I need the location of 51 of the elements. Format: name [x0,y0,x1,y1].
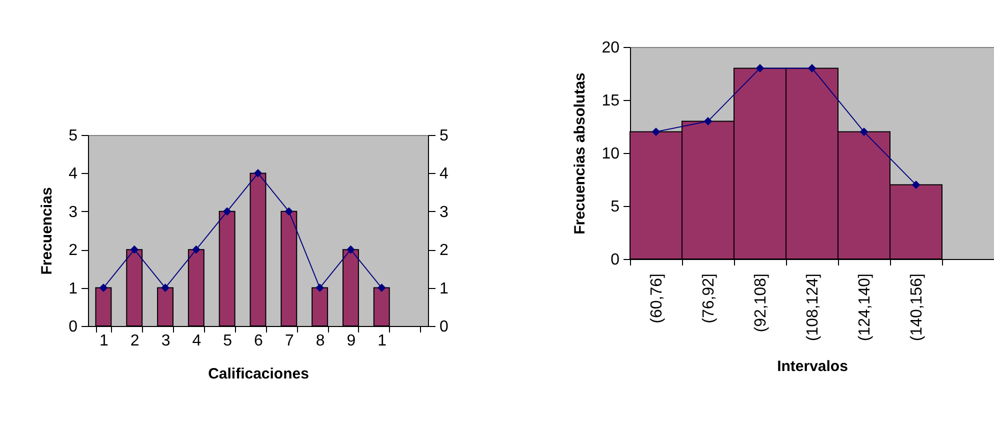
x-axis-title: Calificaciones [208,366,309,382]
point [192,245,200,254]
y-tick-label: 0 [68,318,78,336]
point [377,284,386,292]
point [222,207,232,216]
x-tick-label: 1 [100,332,108,350]
x-tick-label: 8 [316,332,325,350]
y-tick-label: 10 [602,146,620,162]
y2-tick-label: 4 [440,166,448,183]
y-tick-label: 0 [610,252,620,268]
y-tick-label: 15 [602,92,620,110]
x-tick-label: 9 [346,332,356,350]
x-tick-label: 1 [378,332,387,350]
point [254,169,262,178]
x-tick-label: 7 [284,332,294,350]
y-axis-title: Frecuencias absolutas [572,72,589,234]
point [161,284,170,292]
x-tick-label: (92,108] [752,274,770,332]
y2-tick-label: 3 [440,204,448,221]
x-axis-title: Intervalos [777,358,848,376]
x-tick-label: 3 [161,332,170,350]
x-tick-label: 6 [254,332,264,350]
y2-tick-label: 5 [440,128,448,144]
point [756,64,764,72]
y2-tick-label: 0 [440,318,448,336]
point [860,128,868,136]
point [99,284,108,292]
y2-tick-label: 2 [440,242,448,260]
x-tick-label: 5 [223,332,232,350]
y-tick-label: 5 [610,198,620,216]
point [652,128,660,136]
x-tick-label: (124,140] [856,274,874,342]
point [346,245,355,254]
y-tick-label: 4 [68,166,78,183]
y-tick-label: 3 [68,204,78,221]
point [284,207,294,216]
point [704,117,712,126]
x-tick-label: 4 [192,332,202,350]
x-tick-label: (60,76] [648,274,666,324]
point [912,180,920,189]
y-tick-label: 20 [602,40,620,56]
y-axis-title: Frecuencias [38,187,56,275]
x-tick-label: (108,124] [804,274,822,342]
point [316,284,324,292]
x-tick-label: (140,156] [908,274,926,342]
point [130,245,139,254]
point [808,64,816,72]
x-tick-label: 2 [130,332,140,350]
y-tick-label: 2 [68,242,78,260]
x-tick-label: (76,92] [700,274,718,324]
y-tick-label: 5 [68,128,78,144]
